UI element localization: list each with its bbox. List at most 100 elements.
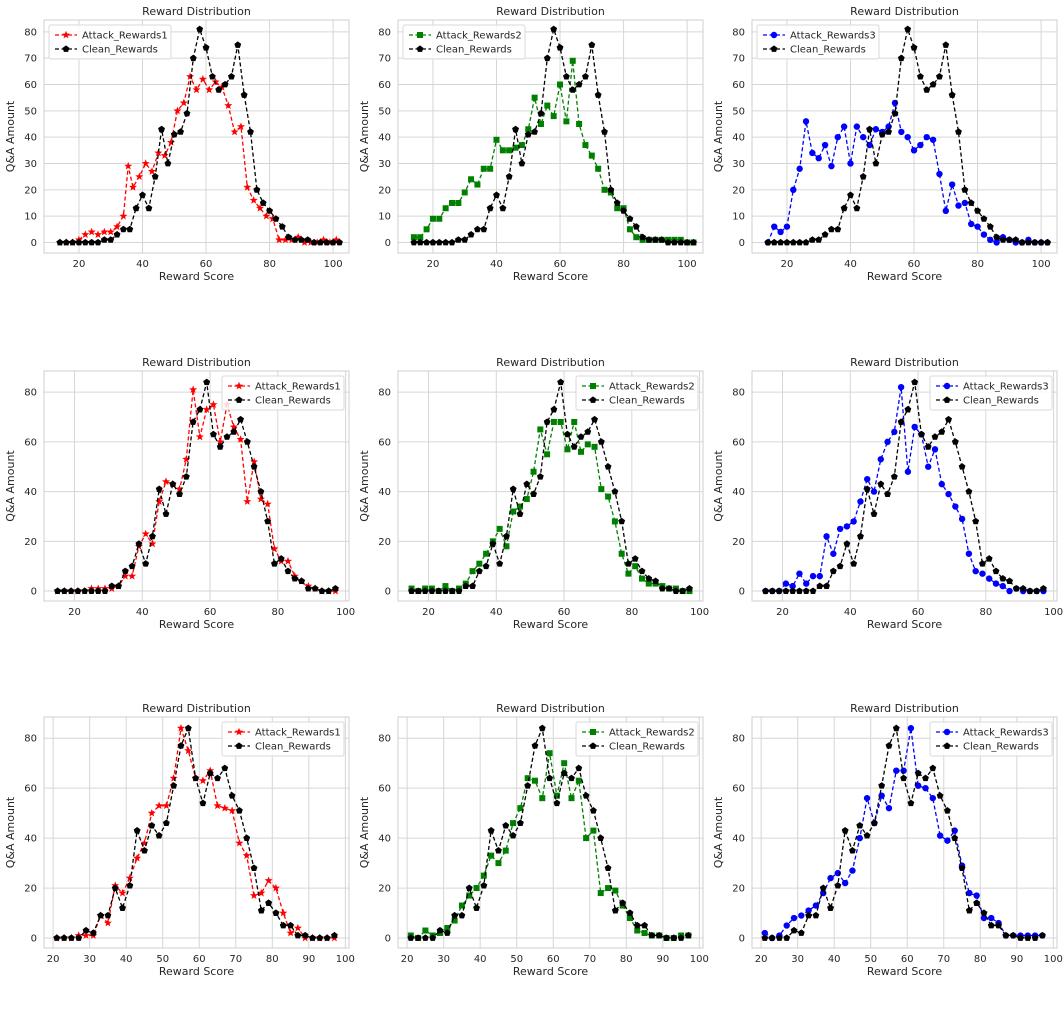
- data-point: [836, 562, 844, 570]
- x-tick-label: 20: [47, 954, 60, 965]
- data-point: [74, 587, 82, 594]
- y-tick-label: 80: [24, 388, 37, 399]
- data-point: [588, 41, 596, 48]
- chart-panel-2: 20 40 60 80 100 0 10 20 30 40 50 60 70 80 Reward Distr…: [358, 5, 704, 283]
- data-point: [591, 415, 598, 423]
- data-point: [444, 925, 451, 932]
- data-point: [407, 934, 415, 941]
- data-point: [489, 540, 497, 547]
- data-point: [182, 455, 191, 463]
- data-point: [968, 220, 975, 228]
- y-tick-label: 60: [24, 784, 37, 795]
- data-point: [271, 560, 278, 567]
- data-point: [936, 792, 944, 799]
- data-point: [973, 899, 981, 906]
- data-point: [155, 497, 164, 505]
- data-point: [155, 485, 163, 492]
- data-point: [999, 575, 1007, 582]
- x-tick-label: 100: [324, 259, 343, 270]
- plot-frame: [397, 370, 704, 602]
- data-point: [421, 587, 429, 594]
- data-point: [588, 152, 595, 159]
- x-tick-label: 60: [200, 259, 213, 270]
- data-point: [777, 238, 784, 246]
- data-point: [597, 438, 605, 445]
- legend: Attack_Rewards3 Clean_Rewards: [929, 721, 1053, 757]
- data-point: [893, 767, 900, 774]
- series-Clean_Rewards: [764, 25, 1051, 246]
- data-point: [847, 191, 854, 198]
- data-point: [605, 493, 612, 500]
- data-point: [557, 81, 564, 88]
- data-point: [467, 231, 475, 238]
- data-point: [974, 207, 981, 214]
- data-point: [923, 133, 930, 141]
- data-point: [304, 585, 312, 592]
- series-line: [57, 389, 336, 592]
- legend-label: Attack_Rewards3: [790, 31, 876, 42]
- data-point: [986, 223, 994, 230]
- data-point: [641, 921, 648, 929]
- legend-label: Clean_Rewards: [255, 742, 331, 753]
- x-tick-label: 100: [1044, 954, 1063, 965]
- legend-marker: [770, 31, 778, 39]
- y-tick-label: 70: [732, 54, 745, 65]
- data-point: [496, 525, 503, 532]
- x-tick-label: 20: [73, 259, 86, 270]
- data-point: [294, 233, 303, 241]
- x-tick-label: 20: [776, 607, 789, 618]
- data-point: [914, 769, 922, 777]
- data-point: [284, 567, 292, 575]
- data-point: [783, 223, 791, 230]
- data-point: [170, 782, 178, 789]
- data-point: [564, 430, 571, 438]
- y-tick-label: 60: [732, 80, 745, 91]
- data-point: [517, 503, 523, 510]
- data-point: [281, 235, 290, 244]
- data-point: [626, 226, 633, 233]
- legend-marker: [590, 729, 596, 735]
- data-point: [613, 199, 621, 206]
- data-point: [458, 902, 465, 909]
- data-point: [796, 587, 803, 594]
- data-point: [503, 532, 510, 540]
- data-point: [796, 570, 803, 577]
- data-point: [948, 91, 956, 98]
- data-point: [557, 418, 564, 425]
- data-point: [531, 94, 538, 101]
- legend-marker: [417, 32, 423, 38]
- data-point: [237, 122, 245, 130]
- x-tick-label: 60: [912, 607, 925, 618]
- data-point: [569, 57, 576, 64]
- data-point: [162, 819, 170, 826]
- data-point: [631, 555, 639, 562]
- data-point: [568, 795, 575, 802]
- data-point: [955, 128, 962, 135]
- legend-label: Clean_Rewards: [609, 396, 685, 407]
- data-point: [101, 587, 109, 594]
- y-tick-label: 60: [24, 80, 37, 91]
- data-point: [966, 889, 973, 897]
- data-point: [618, 550, 625, 557]
- data-point: [872, 126, 880, 133]
- data-point: [81, 587, 89, 594]
- data-point: [154, 148, 163, 157]
- data-point: [651, 236, 659, 243]
- data-point: [619, 899, 627, 906]
- data-point: [645, 580, 652, 587]
- data-point: [686, 585, 693, 592]
- data-point: [184, 746, 193, 755]
- data-point: [955, 202, 962, 209]
- data-point: [480, 165, 487, 172]
- data-point: [209, 73, 216, 80]
- data-point: [493, 136, 500, 143]
- data-point: [543, 418, 551, 425]
- y-axis-label: Q&A Amount: [712, 100, 725, 172]
- data-point: [139, 191, 146, 198]
- data-point: [948, 181, 956, 188]
- data-point: [1009, 931, 1017, 939]
- data-point: [120, 225, 127, 233]
- data-point: [870, 819, 878, 826]
- x-tick-label: 40: [844, 259, 857, 270]
- y-tick-label: 50: [24, 106, 37, 117]
